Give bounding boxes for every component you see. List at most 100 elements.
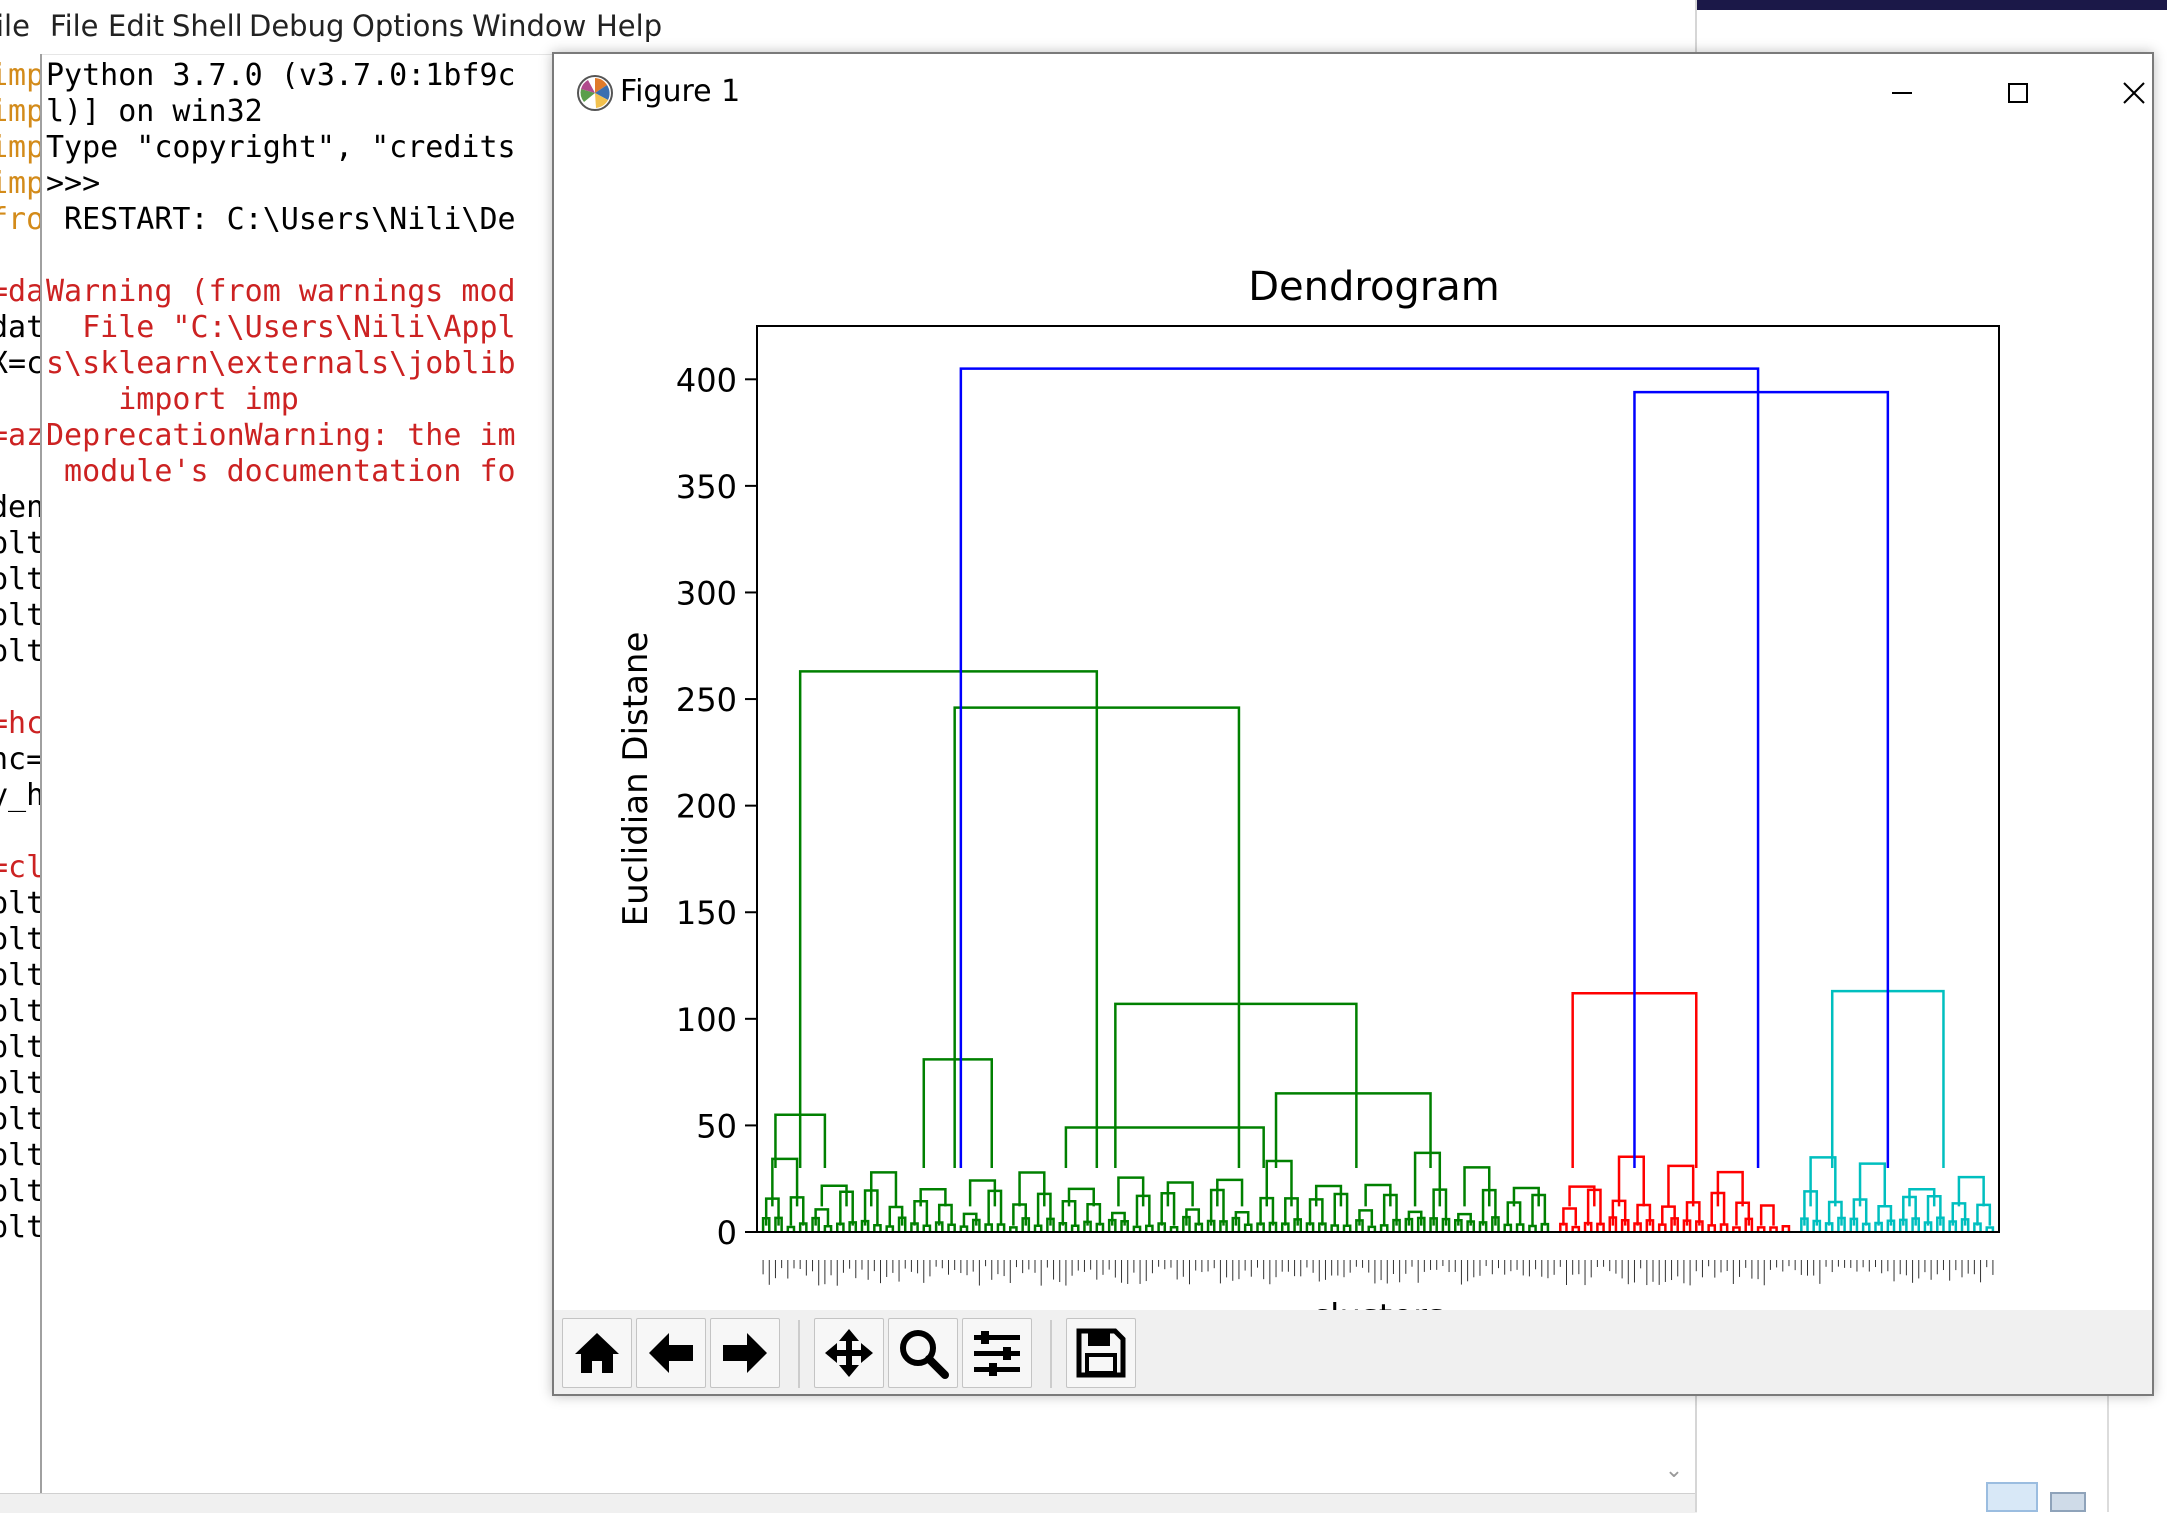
dendrogram-link <box>1145 1224 1154 1232</box>
dendrogram-link <box>1234 1211 1250 1226</box>
dendrogram-link <box>814 1208 830 1226</box>
gutter-line: plt <box>0 1066 42 1101</box>
figure-window: Figure 1 Dendrogram 0 50 100 150 200 250 300 35… <box>552 52 2154 1396</box>
gutter-line: fro <box>0 202 42 237</box>
dendrogram-link <box>1562 1207 1578 1226</box>
menu-file[interactable]: File <box>50 9 99 43</box>
axes-frame <box>756 325 2000 1233</box>
dendrogram-link <box>1067 1187 1095 1207</box>
dendrogram-link <box>1759 1204 1775 1226</box>
gutter-line: =da <box>0 274 42 309</box>
dendrogram-link <box>996 1223 1006 1232</box>
dendrogram-link <box>1617 1155 1645 1207</box>
dendrogram-link <box>922 1058 993 1169</box>
figure-title: Figure 1 <box>620 74 741 109</box>
divider <box>2107 1390 2109 1512</box>
gutter-line: plt <box>0 886 42 921</box>
save-button[interactable] <box>1066 1318 1136 1388</box>
list-view-icon[interactable] <box>1986 1482 2038 1512</box>
gutter-line: imp <box>0 58 42 93</box>
dendrogram-link <box>873 1224 882 1232</box>
gutter-line: y_h <box>0 778 42 813</box>
shell-menubar: ile File Edit Shell Debug Options Window… <box>0 0 1697 55</box>
zoom-button[interactable] <box>888 1318 958 1388</box>
gutter-line: plt <box>0 634 42 669</box>
minimize-button[interactable] <box>1844 54 1960 132</box>
dendrogram-link <box>959 367 1760 1169</box>
dendrogram-link <box>1756 1226 1766 1232</box>
dendrogram-link <box>1018 1171 1046 1207</box>
menu-options[interactable]: Options <box>352 9 464 43</box>
gutter-line: X=c <box>0 346 42 381</box>
plot-area[interactable]: Dendrogram 0 50 100 150 200 250 300 350 400 clus… <box>554 132 2152 1362</box>
dendrogram-link <box>1661 1205 1676 1226</box>
dendrogram-link <box>1111 1211 1126 1226</box>
shell-output[interactable]: Python 3.7.0 (v3.7.0:1bf9c l)] on win32 Ty… <box>46 54 1646 1494</box>
dendrogram-link <box>1985 1226 1995 1232</box>
menu-debug[interactable]: Debug <box>249 9 345 43</box>
dendrogram-link <box>1358 1209 1374 1226</box>
dendrogram-link <box>1503 1223 1513 1232</box>
dendrogram-link <box>1166 1181 1194 1207</box>
dendrogram-link <box>1413 1151 1442 1207</box>
dendrogram-link <box>1243 1223 1253 1232</box>
menu-help[interactable]: Help <box>596 9 663 43</box>
gutter-line: plt <box>0 1210 42 1245</box>
dendrogram-link <box>959 1225 969 1232</box>
pan-button[interactable] <box>814 1318 884 1388</box>
y-tick-label: 300 <box>676 574 737 612</box>
chart-title: Dendrogram <box>1248 264 1500 310</box>
toolbar-separator <box>1050 1320 1052 1388</box>
forward-arrow-icon <box>723 1333 767 1373</box>
dendrogram-link <box>820 1184 848 1207</box>
gutter-line: plt <box>0 994 42 1029</box>
shell-line: File "C:\Users\Nili\Appl <box>46 310 516 345</box>
dendrogram-link <box>962 1212 978 1226</box>
shell-line: RESTART: C:\Users\Nili\De <box>46 202 516 237</box>
dendrogram-link <box>1457 1212 1472 1226</box>
home-icon <box>575 1333 619 1373</box>
dendrogram-link <box>885 1225 895 1232</box>
dendrogram-link <box>984 1223 993 1232</box>
dendrogram-link <box>1117 1176 1145 1207</box>
figure-titlebar[interactable]: Figure 1 <box>554 54 2152 132</box>
gutter-line: dat <box>0 310 42 345</box>
dendrogram-link <box>1528 1224 1537 1232</box>
back-button[interactable] <box>636 1318 706 1388</box>
configure-subplots-button[interactable] <box>962 1318 1032 1388</box>
dendrogram-link <box>1407 1210 1423 1226</box>
forward-button[interactable] <box>710 1318 780 1388</box>
dendrogram-link <box>1185 1208 1201 1226</box>
editor-gutter: impimpimpimpfro=dadatX=c=azdenpltpltpltp… <box>0 54 42 1494</box>
y-tick-label: 50 <box>696 1107 737 1145</box>
dendrogram-link <box>919 1188 947 1207</box>
dendrogram-link <box>1809 1156 1837 1207</box>
menu-window[interactable]: Window <box>472 9 587 43</box>
maximize-button[interactable] <box>1960 54 2076 132</box>
gutter-line: plt <box>0 958 42 993</box>
dendrogram-link <box>1957 1175 1985 1207</box>
scroll-down-icon[interactable]: ⌄ <box>1664 1457 1684 1482</box>
gutter-line: imp <box>0 166 42 201</box>
x-axis-label: clusters <box>1311 1297 1444 1310</box>
shell-line: l)] on win32 <box>46 94 263 129</box>
zoom-icon <box>900 1330 949 1379</box>
close-button[interactable] <box>2076 54 2167 132</box>
home-button[interactable] <box>562 1318 632 1388</box>
maximize-icon <box>2008 83 2028 103</box>
menu-edit[interactable]: Edit <box>108 9 165 43</box>
dendrogram-link <box>947 1223 956 1232</box>
dendrogram-link <box>1657 1223 1667 1232</box>
shell-line: >>> <box>46 166 119 201</box>
shell-line: s\sklearn\externals\joblib <box>46 346 516 381</box>
shell-line: module's documentation fo <box>46 454 516 489</box>
gutter-line: plt <box>0 1138 42 1173</box>
image-view-icon[interactable] <box>2050 1492 2086 1512</box>
menu-shell[interactable]: Shell <box>172 9 243 43</box>
gutter-line: imp <box>0 130 42 165</box>
gutter-line: =az <box>0 418 42 453</box>
dendrogram-link <box>968 1179 997 1207</box>
menu-file-clipped[interactable]: ile <box>0 9 30 43</box>
dendrogram-link <box>869 1171 898 1207</box>
y-tick-label: 250 <box>676 681 737 719</box>
